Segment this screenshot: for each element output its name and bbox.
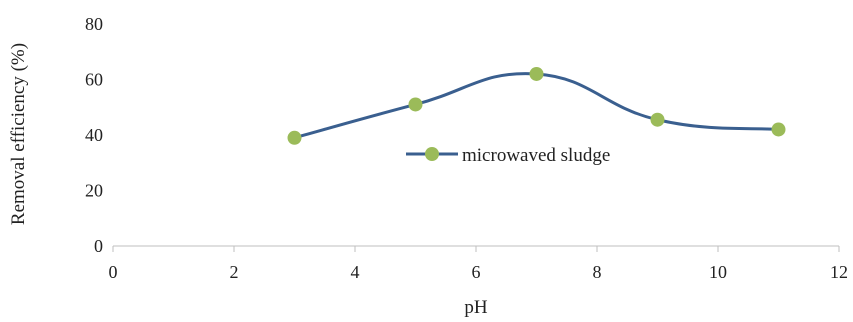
data-point: [529, 66, 544, 81]
data-point: [287, 130, 302, 145]
y-tick-label: 80: [85, 14, 103, 34]
legend-label: microwaved sludge: [462, 145, 610, 166]
x-tick-label: 8: [593, 262, 602, 282]
x-tick-label: 2: [230, 262, 239, 282]
y-axis-ticks: 0 20 40 60 80: [85, 14, 103, 256]
x-axis-label: pH: [464, 297, 488, 318]
x-axis-ticks: 0 2 4 6 8 10 12: [109, 246, 848, 282]
legend: microwaved sludge: [406, 145, 610, 166]
y-tick-label: 60: [85, 70, 103, 90]
series-line: [294, 72, 779, 140]
data-point: [771, 122, 786, 137]
x-tick-label: 12: [830, 262, 848, 282]
y-axis-label: Removal efficiency (%): [8, 43, 29, 225]
y-tick-label: 20: [85, 181, 103, 201]
x-tick-label: 0: [109, 262, 118, 282]
x-tick-label: 4: [351, 262, 360, 282]
y-tick-label: 40: [85, 125, 103, 145]
data-point: [650, 112, 665, 127]
data-point: [408, 97, 423, 112]
x-tick-label: 6: [472, 262, 481, 282]
legend-marker-swatch: [425, 147, 439, 161]
y-tick-label: 0: [94, 236, 103, 256]
x-tick-label: 10: [709, 262, 727, 282]
y-axis-label-group: Removal efficiency (%): [8, 43, 29, 225]
series-layer: [287, 66, 786, 145]
